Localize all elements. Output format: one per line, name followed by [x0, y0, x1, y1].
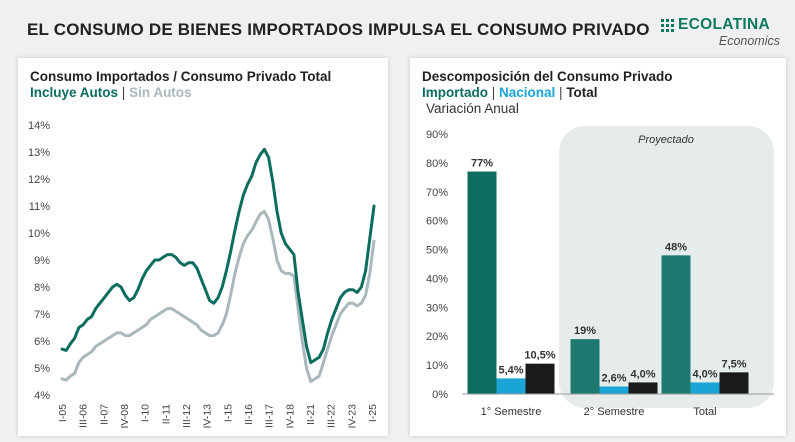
legend-separator-2: |: [555, 85, 567, 100]
y-tick-label: 9%: [34, 255, 50, 267]
bar-nacional-3: [690, 382, 720, 394]
y-tick-label: 10%: [28, 228, 50, 240]
y-tick-label: 30%: [426, 302, 448, 314]
y-tick-label: 10%: [426, 360, 448, 372]
y-tick-label: 12%: [28, 174, 50, 186]
projected-label: Proyectado: [638, 134, 694, 146]
y-tick-label: 13%: [28, 147, 50, 159]
x-tick-label: II-21: [305, 404, 317, 425]
legend-sin-autos: Sin Autos: [129, 85, 192, 100]
bar-nacional-2: [599, 386, 629, 394]
page-title: EL CONSUMO DE BIENES IMPORTADOS IMPULSA …: [27, 20, 650, 39]
x-tick-label: IV-23: [346, 404, 358, 429]
category-label: 1° Semestre: [481, 406, 542, 418]
data-label: 4,0%: [692, 368, 717, 380]
line-chart-subtitle: Incluye Autos | Sin Autos: [30, 85, 192, 100]
legend-separator: |: [121, 85, 126, 100]
logo-brand: ECOLATINA: [678, 16, 770, 33]
y-tick-label: 80%: [426, 158, 448, 170]
y-tick-label: 4%: [34, 390, 50, 402]
bar-importado-2: [570, 339, 600, 394]
y-tick-label: 50%: [426, 245, 448, 257]
y-tick-label: 0%: [432, 389, 448, 401]
series-line-incluye-autos: [60, 147, 376, 365]
bar-total-2: [628, 382, 658, 394]
legend-incluye-autos: Incluye Autos: [30, 85, 119, 100]
y-tick-label: 5%: [34, 363, 50, 375]
bar-chart: Proyectado 90% 80% 70% 60% 50% 40% 30% 20% 10% 0% 7…: [426, 126, 774, 418]
x-tick-label: III-17: [264, 404, 276, 428]
x-tick-label: IV-08: [119, 404, 131, 429]
x-tick-label: IV-13: [202, 404, 214, 429]
x-tick-label: II-07: [98, 404, 110, 425]
legend-separator-1: |: [488, 85, 500, 100]
logo-subtitle: Economics: [718, 34, 780, 48]
line-chart-panel: Consumo Importados / Consumo Privado Tot…: [18, 58, 388, 436]
legend-nacional: Nacional: [499, 85, 556, 100]
data-label: 19%: [574, 325, 596, 337]
data-label: 10,5%: [524, 350, 555, 362]
ecolatina-logo: ECOLATINA Economics: [661, 16, 786, 52]
y-tick-label: 11%: [29, 201, 50, 213]
bar-chart-panel: Descomposición del Consumo Privado Impor…: [410, 58, 786, 436]
category-label: 2° Semestre: [584, 406, 645, 418]
data-label: 7,5%: [721, 358, 746, 370]
line-chart-title: Consumo Importados / Consumo Privado Tot…: [30, 69, 332, 84]
y-tick-label: 7%: [34, 309, 50, 321]
y-tick-label: 6%: [34, 336, 50, 348]
x-tick-label: I-25: [367, 404, 379, 422]
y-tick-label: 40%: [426, 273, 448, 285]
x-tick-label: IV-18: [284, 404, 296, 429]
data-label: 77%: [471, 158, 493, 170]
bar-importado-1: [467, 171, 497, 394]
bar-chart-title: Descomposición del Consumo Privado: [422, 69, 673, 84]
logo-grid-icon: [661, 19, 675, 33]
y-tick-label: 20%: [426, 331, 448, 343]
y-tick-label: 14%: [28, 120, 50, 132]
bar-chart-ylabel: Variación Anual: [426, 101, 519, 116]
bar-total-1: [525, 363, 555, 394]
y-tick-label: 60%: [426, 216, 448, 228]
y-tick-label: 90%: [426, 129, 448, 141]
data-label: 48%: [665, 241, 687, 253]
bar-total-3: [719, 372, 749, 394]
legend-total: Total: [566, 85, 598, 100]
y-tick-label: 8%: [34, 282, 50, 294]
data-label: 5,4%: [498, 364, 523, 376]
y-tick-label: 70%: [426, 187, 448, 199]
x-tick-label: III-06: [78, 404, 90, 428]
bar-nacional-1: [496, 378, 526, 394]
x-tick-label: III-22: [326, 404, 338, 428]
x-tick-label: II-11: [160, 404, 172, 424]
x-tick-label: I-05: [57, 404, 69, 422]
category-label: Total: [693, 406, 716, 418]
bar-chart-subtitle: Importado | Nacional | Total: [422, 85, 598, 100]
data-label: 4,0%: [630, 368, 655, 380]
x-tick-label: III-12: [181, 404, 193, 428]
data-label: 2,6%: [601, 372, 626, 384]
x-tick-label: II-16: [243, 404, 255, 425]
x-tick-label: I-15: [222, 404, 234, 422]
line-chart: 14% 13% 12% 11% 10% 9% 8% 7% 6% 5% 4% I-05 III-06 II-…: [28, 120, 379, 429]
series-line-sin-autos: [60, 209, 376, 383]
x-tick-label: I-10: [140, 404, 152, 422]
bar-importado-3: [661, 255, 691, 394]
legend-importado: Importado: [422, 85, 488, 100]
